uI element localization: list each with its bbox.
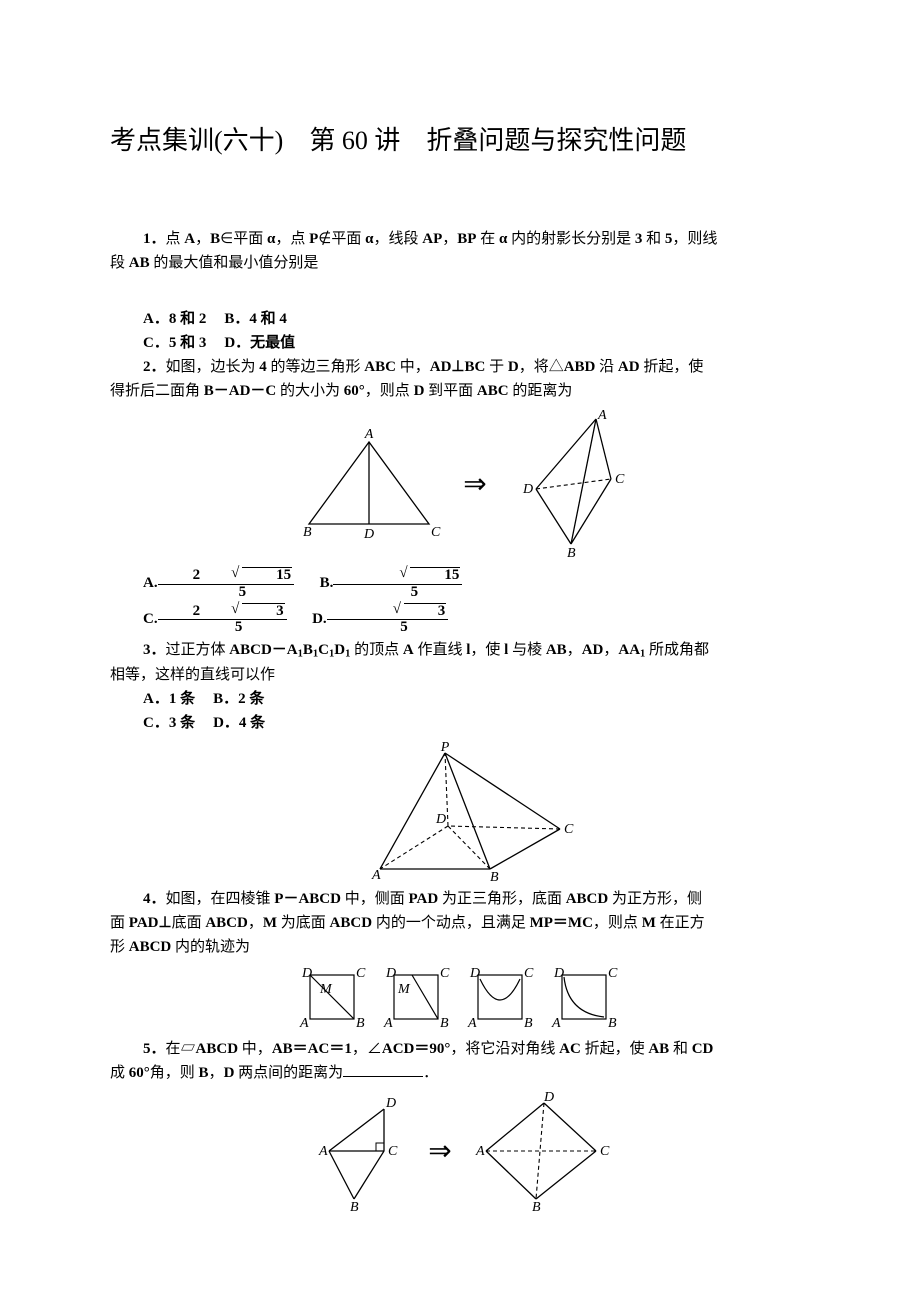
q5r-label-c: C	[600, 1144, 610, 1159]
q5-figure-left: A C D B	[304, 1091, 414, 1211]
svg-text:A: A	[551, 1016, 561, 1031]
arrow-icon: ⇒	[463, 467, 486, 501]
svg-text:B: B	[524, 1016, 533, 1031]
q2-text: 2．如图，边长为 4 的等边三角形 ABC 中，AD⊥BC 于 D，将△ABD …	[110, 355, 810, 379]
q2-label-a: A	[364, 427, 374, 442]
q3-opt-b: B．2 条	[213, 691, 264, 707]
q5-figure-right: A C D B	[466, 1091, 616, 1211]
svg-text:C: C	[608, 966, 618, 981]
q1-text-line2: 段 AB 的最大值和最小值分别是	[110, 251, 810, 275]
q5l-label-d: D	[385, 1096, 396, 1111]
q4-number: 4．	[143, 891, 166, 907]
q3-number: 3．	[143, 642, 166, 658]
q3-label-p: P	[440, 741, 450, 755]
q2-options-row2: C.235 D.35	[110, 603, 810, 637]
svg-text:D: D	[469, 966, 480, 981]
q3-figure-svg: P A B C D	[340, 741, 580, 881]
q1-opt-d: D．无最值	[224, 335, 295, 351]
q2-opt-b-frac: 155	[333, 567, 462, 601]
q2-options-row1: A.2155 B.155	[110, 567, 810, 601]
svg-text:D: D	[553, 966, 564, 981]
q2-figure: A B C D ⇒ A D C B	[110, 409, 810, 559]
q2-label-c: C	[431, 525, 441, 540]
page-title: 考点集训(六十) 第 60 讲 折叠问题与探究性问题	[110, 120, 810, 157]
q2r-label-c: C	[615, 472, 625, 487]
q5r-label-b: B	[532, 1200, 541, 1211]
q3-figure: P A B C D	[110, 741, 810, 881]
q2r-label-b: B	[567, 546, 576, 559]
q3-label-d: D	[435, 812, 446, 827]
q4-opt-b: M D C A B	[378, 965, 458, 1031]
q2-figure-right: A D C B	[501, 409, 631, 559]
q3-text: 3．过正方体 ABCD－A1B1C1D1 的顶点 A 作直线 l，使 l 与棱 …	[110, 638, 810, 663]
q3-opt-c: C．3 条	[143, 715, 195, 731]
svg-text:B: B	[608, 1016, 617, 1031]
q5-blank	[343, 1061, 423, 1077]
q1-opt-c: C．5 和 3	[143, 335, 206, 351]
q3-text-line2: 相等，这样的直线可以作	[110, 663, 810, 687]
q5l-label-b: B	[350, 1200, 359, 1211]
q4-text-line2: 面 PAD⊥底面 ABCD，M 为底面 ABCD 内的一个动点，且满足 MP＝M…	[110, 911, 810, 935]
q1-options-row1: A．8 和 2 B．4 和 4	[110, 307, 810, 331]
q2-opt-d-label: D.	[312, 611, 327, 627]
q5-number: 5．	[143, 1041, 166, 1057]
q4-opt-d: D C A B	[546, 965, 626, 1031]
q2-opt-b-label: B.	[320, 575, 334, 591]
q1-opt-b: B．4 和 4	[224, 311, 287, 327]
svg-text:A: A	[383, 1016, 393, 1031]
q4-text: 4．如图，在四棱锥 P－ABCD 中，侧面 PAD 为正三角形，底面 ABCD …	[110, 887, 810, 911]
q5r-label-d: D	[543, 1091, 554, 1105]
page-root: 考点集训(六十) 第 60 讲 折叠问题与探究性问题 1．点 A，B∈平面 α，…	[0, 0, 920, 1302]
q5-figure: A C D B ⇒ A C D B	[110, 1091, 810, 1211]
svg-text:B: B	[356, 1016, 365, 1031]
q2-opt-c-label: C.	[143, 611, 158, 627]
q3-label-a: A	[371, 868, 381, 881]
q2-opt-a-frac: 2155	[158, 567, 295, 601]
q3-opt-d: D．4 条	[213, 715, 265, 731]
q2-number: 2．	[143, 359, 166, 375]
svg-text:D: D	[301, 966, 312, 981]
q3-label-b: B	[490, 870, 499, 881]
q1-opt-a: A．8 和 2	[143, 311, 206, 327]
q5l-label-c: C	[388, 1144, 398, 1159]
q4-opt-c: D C A B	[462, 965, 542, 1031]
q2r-label-a: A	[597, 409, 607, 423]
svg-text:A: A	[467, 1016, 477, 1031]
svg-text:M: M	[319, 982, 333, 997]
q2-label-d: D	[363, 527, 374, 542]
svg-text:C: C	[524, 966, 534, 981]
svg-text:D: D	[385, 966, 396, 981]
q2-label-b: B	[303, 525, 312, 540]
q2-figure-left: A B C D	[289, 424, 449, 544]
svg-text:C: C	[440, 966, 450, 981]
q4-opt-a: M D C A B	[294, 965, 374, 1031]
q3-label-c: C	[564, 822, 574, 837]
q3-options-row1: A．1 条 B．2 条	[110, 687, 810, 711]
svg-text:B: B	[440, 1016, 449, 1031]
q1-options-row2: C．5 和 3 D．无最值	[110, 331, 810, 355]
q2r-label-d: D	[522, 482, 533, 497]
q2-opt-a-label: A.	[143, 575, 158, 591]
q1-text: 1．点 A，B∈平面 α，点 P∉平面 α，线段 AP，BP 在 α 内的射影长…	[110, 227, 810, 251]
q4-figure-options: M D C A B M D C A B D C A B D C	[110, 965, 810, 1031]
spacer	[110, 275, 810, 291]
q5r-label-a: A	[475, 1144, 485, 1159]
q2-opt-c-frac: 235	[158, 603, 287, 637]
q5l-label-a: A	[318, 1144, 328, 1159]
svg-text:C: C	[356, 966, 366, 981]
svg-text:M: M	[397, 982, 411, 997]
arrow-icon: ⇒	[428, 1134, 451, 1168]
q3-opt-a: A．1 条	[143, 691, 195, 707]
q5-text: 5．在▱ABCD 中，AB＝AC＝1，∠ACD＝90°，将它沿对角线 AC 折起…	[110, 1037, 810, 1061]
q3-options-row2: C．3 条 D．4 条	[110, 711, 810, 735]
q2-text-line2: 得折后二面角 B－AD－C 的大小为 60°，则点 D 到平面 ABC 的距离为	[110, 379, 810, 403]
svg-text:A: A	[299, 1016, 309, 1031]
q5-text-line2: 成 60°角，则 B，D 两点间的距离为．	[110, 1061, 810, 1085]
q1-number: 1．	[143, 231, 166, 247]
q4-text-line3: 形 ABCD 内的轨迹为	[110, 935, 810, 959]
spacer	[110, 291, 810, 307]
q2-opt-d-frac: 35	[327, 603, 449, 637]
